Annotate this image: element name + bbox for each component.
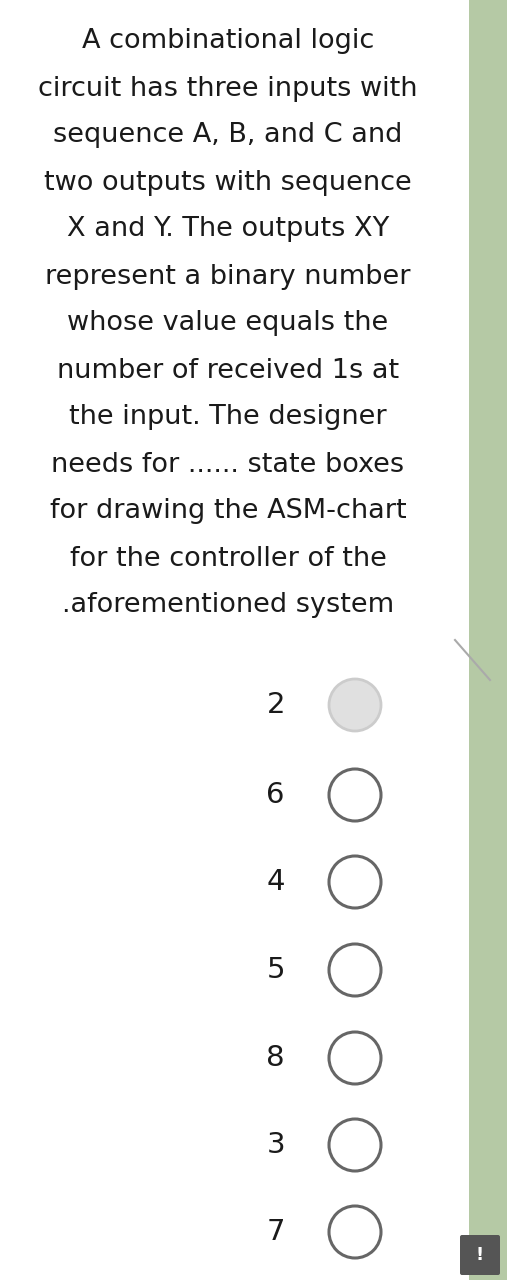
Ellipse shape [329, 1119, 381, 1171]
Text: A combinational logic: A combinational logic [82, 28, 374, 55]
Ellipse shape [329, 769, 381, 820]
Text: for the controller of the: for the controller of the [69, 545, 386, 571]
Ellipse shape [329, 945, 381, 996]
Text: 4: 4 [267, 868, 285, 896]
Text: 6: 6 [267, 781, 285, 809]
Text: sequence A, B, and C and: sequence A, B, and C and [53, 123, 403, 148]
Text: .aforementioned system: .aforementioned system [62, 593, 394, 618]
Ellipse shape [329, 1206, 381, 1258]
Text: number of received 1s at: number of received 1s at [57, 357, 399, 384]
Ellipse shape [329, 1032, 381, 1084]
Text: for drawing the ASM-chart: for drawing the ASM-chart [50, 498, 406, 525]
Text: 2: 2 [267, 691, 285, 719]
Bar [469, 0, 507, 1280]
Text: !: ! [476, 1245, 484, 1265]
Text: X and Y. The outputs XY: X and Y. The outputs XY [67, 216, 389, 242]
Text: 7: 7 [267, 1219, 285, 1245]
Text: circuit has three inputs with: circuit has three inputs with [38, 76, 418, 101]
Text: two outputs with sequence: two outputs with sequence [44, 169, 412, 196]
Text: represent a binary number: represent a binary number [45, 264, 411, 289]
Ellipse shape [329, 678, 381, 731]
FancyBboxPatch shape [460, 1235, 500, 1275]
Text: whose value equals the: whose value equals the [67, 311, 389, 337]
Text: 8: 8 [266, 1044, 285, 1073]
Text: the input. The designer: the input. The designer [69, 404, 387, 430]
Text: 5: 5 [267, 956, 285, 984]
Text: 3: 3 [266, 1132, 285, 1158]
Ellipse shape [329, 856, 381, 908]
Text: needs for ...... state boxes: needs for ...... state boxes [51, 452, 405, 477]
